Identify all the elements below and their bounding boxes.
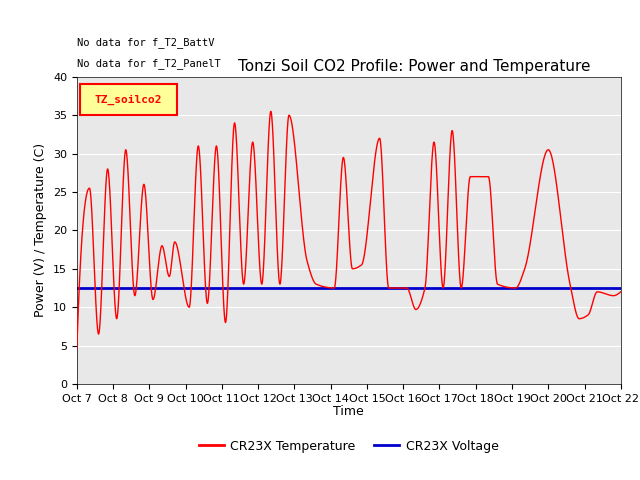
Title: Tonzi Soil CO2 Profile: Power and Temperature: Tonzi Soil CO2 Profile: Power and Temper…	[238, 59, 590, 74]
Text: TZ_soilco2: TZ_soilco2	[95, 95, 162, 105]
Text: No data for f_T2_BattV: No data for f_T2_BattV	[77, 37, 214, 48]
Text: No data for f_T2_PanelT: No data for f_T2_PanelT	[77, 59, 221, 69]
Legend: CR23X Temperature, CR23X Voltage: CR23X Temperature, CR23X Voltage	[194, 434, 504, 457]
FancyBboxPatch shape	[79, 84, 177, 115]
X-axis label: Time: Time	[333, 405, 364, 418]
Y-axis label: Power (V) / Temperature (C): Power (V) / Temperature (C)	[35, 144, 47, 317]
